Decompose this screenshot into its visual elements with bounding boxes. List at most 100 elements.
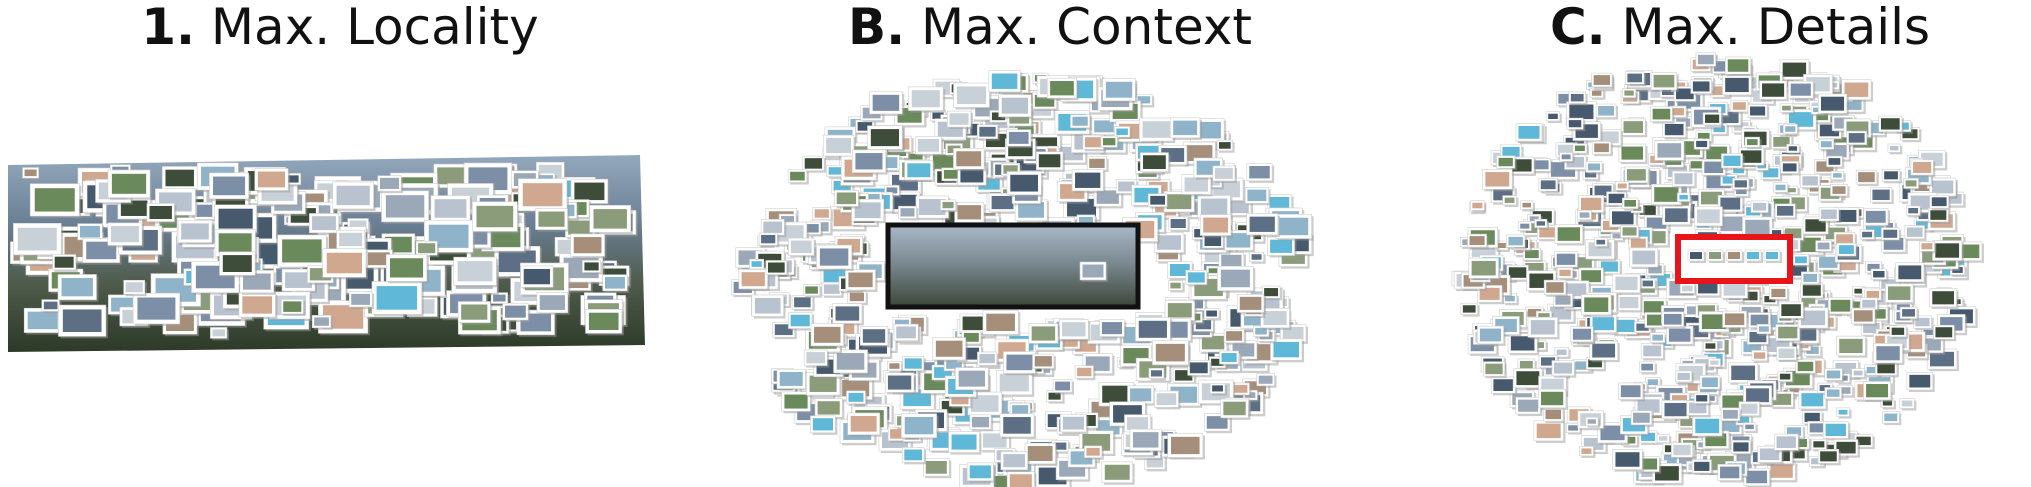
- photo-thumbnail: [814, 398, 845, 420]
- photo-thumbnail: [1070, 114, 1092, 130]
- photo-thumbnail: [969, 414, 994, 432]
- photo-thumbnail: [1778, 301, 1806, 321]
- photo-thumbnail: [1694, 206, 1725, 228]
- photo-thumbnail: [1554, 224, 1585, 246]
- photo-thumbnail: [832, 303, 864, 326]
- photo-thumbnail: [1615, 181, 1631, 193]
- photo-thumbnail: [1859, 229, 1877, 242]
- photo-thumbnail: [1651, 184, 1684, 207]
- photo-thumbnail: [1698, 311, 1731, 334]
- photo-thumbnail: [1780, 161, 1801, 176]
- photo-thumbnail: [1204, 413, 1233, 434]
- photo-thumbnail: [1589, 314, 1619, 335]
- photo-thumbnail: [1553, 293, 1575, 309]
- photo-thumbnail: [1630, 410, 1654, 427]
- panel-max-details: C. Max. Details: [1451, 0, 2020, 487]
- photo-thumbnail: [1899, 306, 1919, 321]
- photo-thumbnail: [1881, 168, 1902, 184]
- photo-thumbnail: [908, 86, 946, 113]
- photo-thumbnail: [1591, 141, 1613, 157]
- photo-thumbnail: [1084, 445, 1104, 460]
- photo-thumbnail: [1661, 311, 1686, 329]
- panel-key: 1.: [141, 0, 196, 56]
- photo-thumbnail: [1578, 195, 1606, 215]
- photo-thumbnail: [1703, 341, 1720, 353]
- photo-thumbnail: [210, 327, 229, 341]
- photo-thumbnail: [371, 281, 424, 317]
- photo-thumbnail: [1738, 401, 1762, 418]
- photo-thumbnail: [1594, 237, 1610, 249]
- photo-thumbnail: [810, 415, 838, 435]
- photo-thumbnail: [947, 110, 973, 130]
- photo-thumbnail: [1702, 430, 1731, 451]
- photo-thumbnail: [988, 193, 1019, 214]
- panel-max-locality: 1. Max. Locality: [0, 0, 680, 487]
- photo-thumbnail: [1836, 407, 1852, 419]
- photo-thumbnail: [1671, 442, 1695, 460]
- photo-thumbnail: [1841, 79, 1874, 102]
- photo-thumbnail: [1181, 174, 1213, 197]
- photo-thumbnail: [867, 125, 905, 152]
- photo-thumbnail: [1127, 385, 1156, 406]
- photo-thumbnail: [1531, 158, 1553, 174]
- photo-thumbnail: [791, 295, 815, 312]
- photo-thumbnail: [1910, 159, 1936, 178]
- photo-thumbnail: [1625, 71, 1647, 87]
- photo-thumbnail: [1719, 392, 1748, 413]
- photo-thumbnail: [1168, 280, 1185, 293]
- panel-label: Max. Details: [1621, 0, 1931, 56]
- photo-thumbnail: [1595, 103, 1619, 120]
- photo-thumbnail: [816, 244, 854, 271]
- photo-thumbnail: [1782, 123, 1800, 136]
- photo-thumbnail: [132, 292, 182, 326]
- photo-thumbnail: [1260, 308, 1292, 330]
- photo-thumbnail: [1470, 200, 1487, 213]
- photo-thumbnail: [988, 70, 1023, 94]
- photo-thumbnail: [1899, 398, 1917, 411]
- photo-thumbnail: [582, 260, 603, 275]
- photo-thumbnail: [1612, 449, 1645, 472]
- photo-thumbnail: [1585, 161, 1605, 175]
- photo-thumbnail: [1071, 169, 1106, 193]
- photo-thumbnail: [1717, 464, 1744, 483]
- photo-thumbnail: [1717, 194, 1745, 214]
- photo-thumbnail: [1170, 117, 1202, 140]
- photo-thumbnail: [1756, 324, 1773, 336]
- photo-thumbnail: [1798, 390, 1828, 411]
- photo-thumbnail: [884, 372, 916, 395]
- photo-thumbnail: [1903, 178, 1921, 191]
- photo-thumbnail: [1612, 273, 1643, 295]
- photo-thumbnail: [1267, 236, 1297, 258]
- photo-thumbnail: [1933, 324, 1957, 342]
- photo-thumbnail: [1873, 343, 1905, 366]
- photo-thumbnail: [1786, 143, 1802, 155]
- photo-thumbnail: [585, 309, 624, 336]
- photo-thumbnail: [1508, 156, 1536, 176]
- photo-thumbnail: [1152, 340, 1191, 367]
- photo-thumbnail: [1006, 471, 1037, 487]
- photo-thumbnail: [1100, 135, 1120, 150]
- photo-thumbnail: [1779, 59, 1811, 82]
- photo-thumbnail: [803, 349, 830, 368]
- photo-thumbnail: [1679, 283, 1697, 296]
- photo-thumbnail: [1830, 170, 1846, 182]
- photo-thumbnail: [788, 312, 815, 331]
- photo-thumbnail: [52, 254, 78, 272]
- photo-thumbnail: [1460, 302, 1480, 317]
- photo-thumbnail: [1527, 316, 1560, 340]
- photo-thumbnail: [1249, 251, 1266, 264]
- photo-thumbnail: [1906, 372, 1935, 392]
- panel-key: B.: [847, 0, 906, 56]
- photo-thumbnail: [1543, 279, 1568, 297]
- photo-thumbnail: [738, 269, 770, 291]
- photo-thumbnail: [1881, 227, 1902, 242]
- photo-thumbnail: [1638, 430, 1660, 445]
- photo-thumbnail: [453, 256, 499, 288]
- photo-thumbnail: [1767, 461, 1798, 483]
- photo-thumbnail: [901, 447, 927, 465]
- photo-thumbnail: [1006, 171, 1044, 197]
- photo-thumbnail: [1672, 170, 1697, 189]
- photo-thumbnail: [589, 205, 633, 235]
- photo-thumbnail: [570, 233, 607, 259]
- photo-thumbnail: [1817, 449, 1841, 466]
